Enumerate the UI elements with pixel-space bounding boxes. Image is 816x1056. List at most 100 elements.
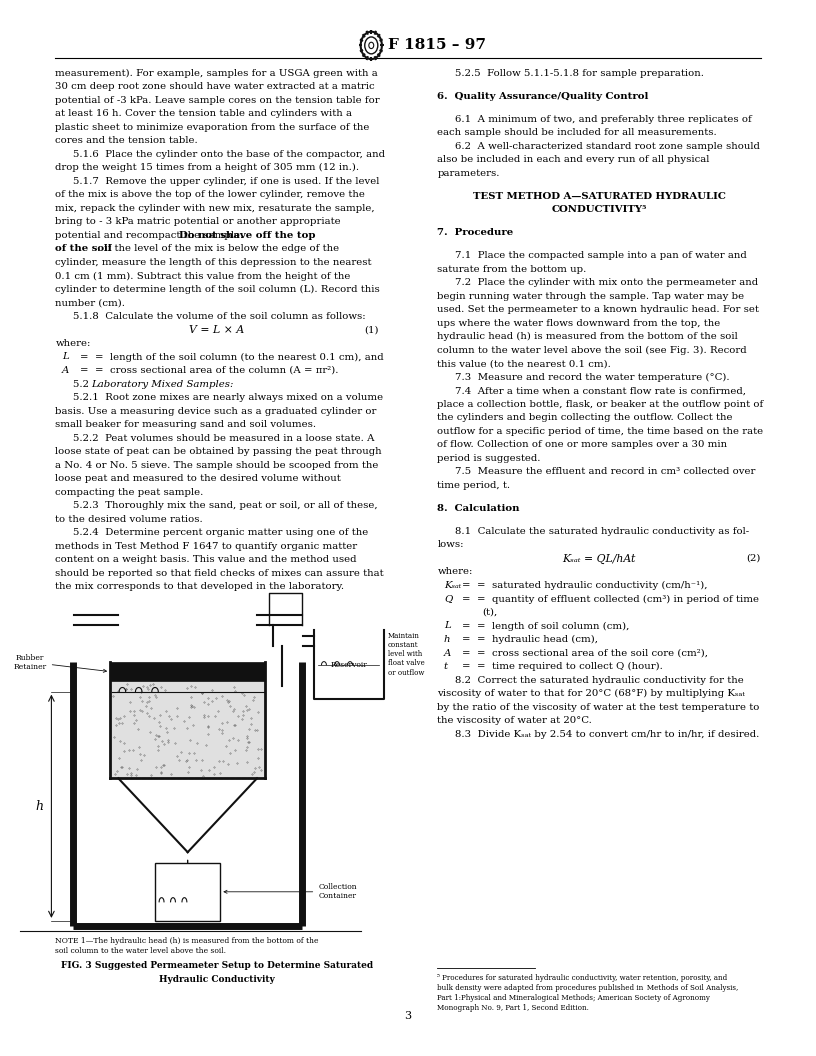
Point	[144, 699, 157, 716]
Point	[152, 737, 165, 754]
Point	[112, 711, 125, 728]
Point	[118, 734, 131, 751]
Text: Hydraulic Conductivity: Hydraulic Conductivity	[159, 975, 275, 983]
Point	[216, 753, 229, 770]
Point	[113, 715, 126, 732]
Point	[220, 738, 233, 755]
Point	[149, 727, 162, 743]
Point	[212, 720, 225, 737]
Point	[113, 733, 126, 750]
Text: =  =  cross sectional area of the column (A = πr²).: = = cross sectional area of the column (…	[80, 366, 339, 375]
Point	[207, 766, 220, 782]
Point	[153, 728, 166, 744]
Text: potential of -3 kPa. Leave sample cores on the tension table for: potential of -3 kPa. Leave sample cores …	[55, 96, 380, 105]
Point	[157, 757, 171, 774]
Text: mix, repack the cylinder with new mix, resaturate the sample,: mix, repack the cylinder with new mix, r…	[55, 204, 375, 213]
Point	[251, 740, 264, 757]
Text: plastic sheet to minimize evaporation from the surface of the: plastic sheet to minimize evaporation fr…	[55, 122, 370, 132]
Point	[230, 755, 243, 772]
Text: Maintain
constant
level with
float valve
or outflow: Maintain constant level with float valve…	[388, 631, 424, 677]
Text: should be reported so that field checks of mixes can assure that: should be reported so that field checks …	[55, 569, 384, 578]
Text: number (cm).: number (cm).	[55, 299, 126, 307]
Text: 5.1.8  Calculate the volume of the soil column as follows:: 5.1.8 Calculate the volume of the soil c…	[73, 312, 366, 321]
Point	[154, 706, 167, 723]
Text: 7.1  Place the compacted sample into a pan of water and: 7.1 Place the compacted sample into a pa…	[455, 251, 747, 260]
Point	[157, 736, 170, 753]
Point	[222, 756, 235, 773]
Text: 7.2  Place the cylinder with mix onto the permeameter and: 7.2 Place the cylinder with mix onto the…	[455, 278, 758, 287]
Point	[142, 689, 155, 705]
Point	[127, 703, 140, 720]
Point	[198, 706, 211, 723]
Text: 7.3  Measure and record the water temperature (°C).: 7.3 Measure and record the water tempera…	[455, 373, 730, 382]
Text: (1): (1)	[364, 325, 379, 335]
Point	[215, 687, 228, 704]
Point	[150, 689, 163, 705]
Text: 7.5  Measure the effluent and record in cm³ collected over: 7.5 Measure the effluent and record in c…	[455, 468, 756, 476]
Point	[228, 741, 242, 758]
Point	[180, 752, 193, 769]
Point	[133, 701, 146, 718]
Point	[227, 702, 240, 719]
Text: lows:: lows:	[437, 541, 463, 549]
Point	[183, 744, 196, 761]
Point	[180, 679, 193, 696]
Text: this value (to the nearest 0.1 cm).: this value (to the nearest 0.1 cm).	[437, 359, 611, 369]
Point	[202, 717, 215, 734]
Point	[172, 751, 185, 768]
Text: t: t	[444, 662, 448, 671]
Point	[144, 677, 157, 694]
Point	[171, 708, 184, 724]
Text: column to the water level above the soil (see Fig. 3). Record: column to the water level above the soil…	[437, 345, 747, 355]
Point	[180, 753, 193, 770]
Text: measurement). For example, samples for a USGA green with a: measurement). For example, samples for a…	[55, 69, 379, 78]
Text: Monograph No. 9, Part 1, Second Edition.: Monograph No. 9, Part 1, Second Edition.	[437, 1004, 589, 1012]
Point	[228, 700, 241, 717]
Text: parameters.: parameters.	[437, 169, 500, 177]
Point	[227, 730, 240, 747]
Point	[183, 759, 196, 776]
Point	[116, 714, 129, 731]
Point	[168, 720, 181, 737]
Text: F 1815 – 97: F 1815 – 97	[388, 38, 486, 53]
Text: =  =  time required to collect Q (hour).: = = time required to collect Q (hour).	[462, 662, 663, 672]
Text: Kₛₐₜ: Kₛₐₜ	[444, 581, 461, 590]
Text: Do not shave off the top: Do not shave off the top	[179, 231, 315, 240]
Point	[184, 689, 197, 705]
Text: 5.1.6  Place the cylinder onto the base of the compactor, and: 5.1.6 Place the cylinder onto the base o…	[73, 150, 385, 158]
Point	[107, 729, 120, 746]
Point	[162, 709, 175, 725]
Text: also be included in each and every run of all physical: also be included in each and every run o…	[437, 155, 710, 164]
Text: =  =  length of the soil column (to the nearest 0.1 cm), and: = = length of the soil column (to the ne…	[80, 353, 384, 361]
Point	[190, 734, 203, 751]
Point	[154, 678, 167, 695]
Point	[240, 753, 253, 770]
Text: Rubber
Retainer: Rubber Retainer	[14, 654, 106, 673]
Text: small beaker for measuring sand and soil volumes.: small beaker for measuring sand and soil…	[55, 420, 317, 429]
Text: 7.4  After a time when a constant flow rate is confirmed,: 7.4 After a time when a constant flow ra…	[455, 386, 747, 395]
Point	[130, 712, 143, 729]
Text: used. Set the permeameter to a known hydraulic head. For set: used. Set the permeameter to a known hyd…	[437, 305, 759, 315]
Point	[183, 709, 196, 725]
Point	[255, 740, 268, 757]
Text: Q: Q	[444, 595, 452, 603]
Point	[169, 735, 182, 752]
Point	[220, 713, 233, 730]
Point	[110, 710, 123, 727]
Point	[165, 711, 178, 728]
Text: bring to - 3 kPa matric potential or another appropriate: bring to - 3 kPa matric potential or ano…	[55, 218, 341, 226]
Point	[142, 680, 155, 697]
Point	[136, 677, 149, 694]
Text: soil column to the water level above the soil.: soil column to the water level above the…	[55, 947, 227, 956]
Text: TEST METHOD A—SATURATED HYDRAULIC: TEST METHOD A—SATURATED HYDRAULIC	[472, 191, 725, 201]
Point	[140, 704, 153, 721]
Text: FIG. 3 Suggested Permeameter Setup to Determine Saturated: FIG. 3 Suggested Permeameter Setup to De…	[61, 961, 373, 970]
Point	[121, 766, 134, 782]
Point	[107, 687, 120, 704]
Text: by the ratio of the viscosity of water at the test temperature to: by the ratio of the viscosity of water a…	[437, 702, 760, 712]
Text: A: A	[444, 648, 451, 658]
Point	[160, 719, 173, 736]
Text: Part 1:Physical and Mineralogical Methods; American Society of Agronomy: Part 1:Physical and Mineralogical Method…	[437, 994, 710, 1002]
Point	[171, 699, 184, 716]
Text: Kₛₐₜ = QL/hAt: Kₛₐₜ = QL/hAt	[562, 554, 636, 564]
